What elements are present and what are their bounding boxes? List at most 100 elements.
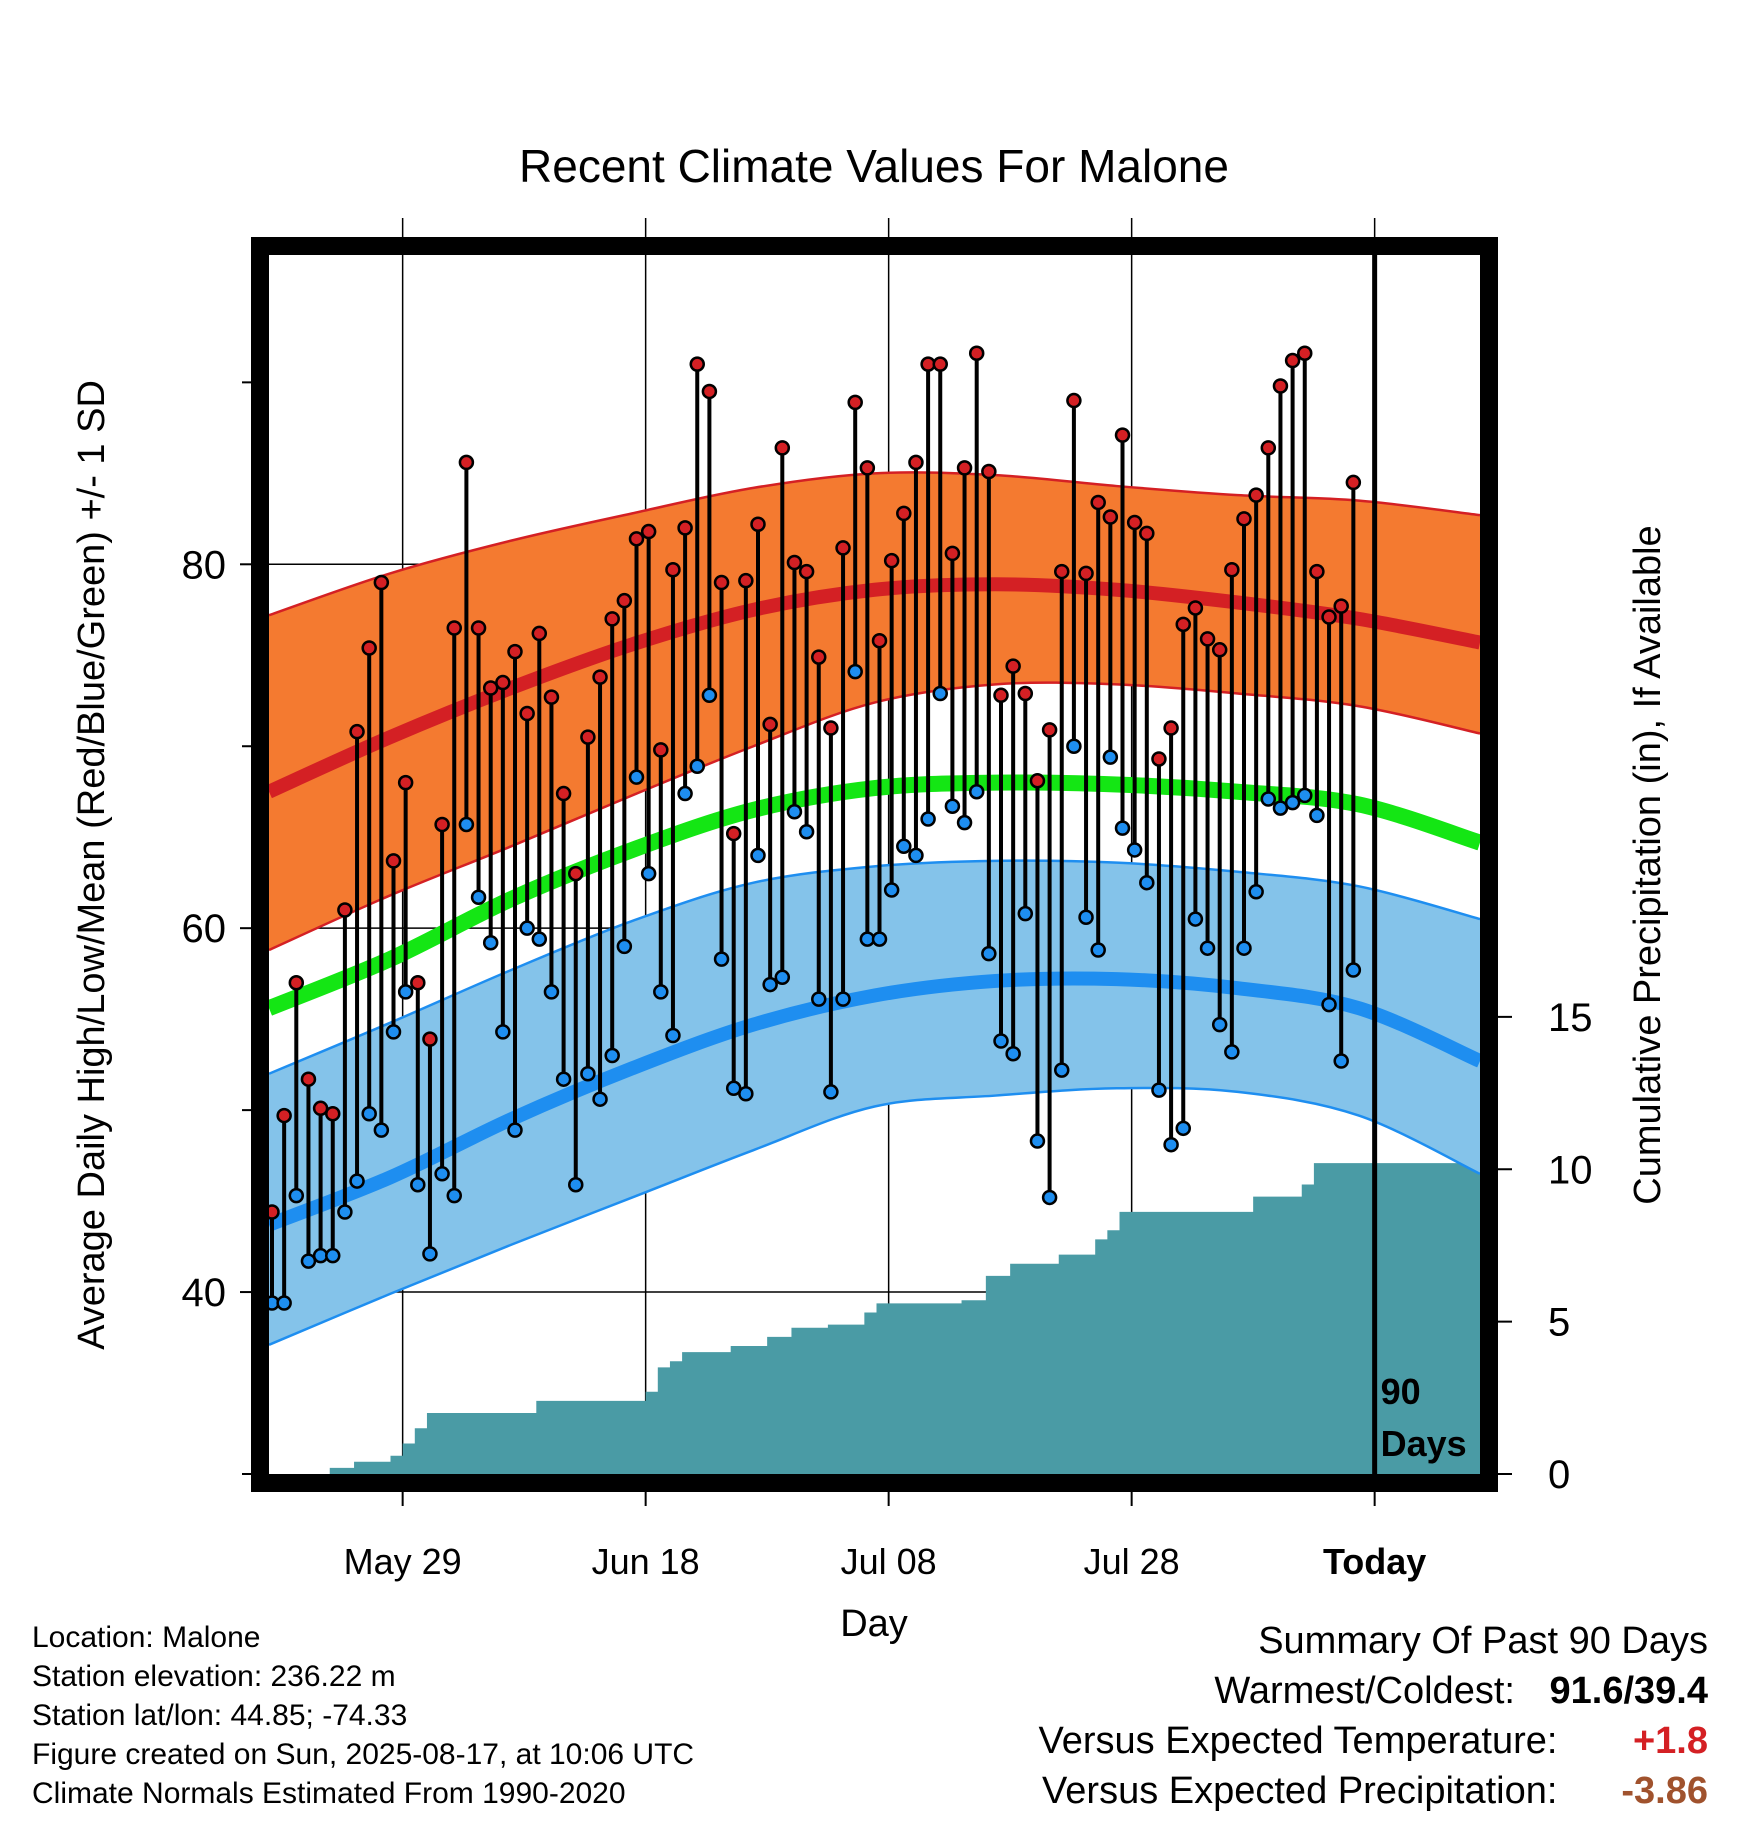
daily-high-point — [1260, 440, 1277, 456]
daily-low-point — [519, 920, 535, 936]
ninety-days-annotation-line2: Days — [1381, 1423, 1467, 1464]
daily-low-point — [1090, 942, 1106, 958]
daily-high-point — [653, 742, 669, 758]
daily-high-point — [762, 716, 778, 733]
daily-low-point — [410, 1176, 426, 1193]
daily-low-point — [665, 1027, 681, 1044]
info-normals: Climate Normals Estimated From 1990-2020 — [32, 1777, 626, 1810]
daily-low-point — [495, 1024, 511, 1040]
daily-high-point — [397, 774, 414, 791]
x-tick-label: Jul 28 — [1084, 1541, 1180, 1582]
daily-high-point — [300, 1071, 317, 1087]
summary-heading: Summary Of Past 90 Days — [1258, 1620, 1708, 1662]
daily-low-point — [993, 1033, 1009, 1049]
daily-low-point — [507, 1122, 523, 1138]
temp-anomaly-label: Versus Expected Temperature: — [1038, 1720, 1558, 1762]
plot-frame — [251, 237, 1498, 1492]
daily-high-point — [896, 505, 912, 522]
daily-low-point — [786, 803, 803, 820]
daily-low-point — [762, 976, 778, 993]
daily-high-point — [1284, 352, 1301, 369]
daily-low-point — [434, 1166, 450, 1182]
y-left-tick-label: 60 — [182, 907, 227, 951]
daily-high-point — [1066, 392, 1082, 409]
daily-high-point — [956, 460, 973, 476]
low-lower-edge — [268, 1086, 1481, 1346]
daily-low-point — [1066, 738, 1082, 754]
daily-low-point — [543, 984, 560, 1000]
daily-low-point — [653, 984, 669, 1000]
warm-cold-value: 91.6/39.4 — [1549, 1670, 1708, 1712]
daily-high-point — [604, 611, 620, 627]
daily-low-point — [896, 838, 912, 855]
daily-low-point — [1078, 909, 1094, 926]
daily-low-point — [1297, 787, 1313, 804]
daily-high-point — [592, 669, 608, 685]
daily-high-point — [1224, 562, 1240, 578]
daily-high-point — [859, 460, 876, 476]
daily-low-point — [1309, 807, 1325, 824]
daily-high-point — [1041, 722, 1058, 738]
info-latlon: Station lat/lon: 44.85; -74.33 — [32, 1699, 408, 1732]
daily-high-point — [1114, 427, 1131, 443]
daily-high-point — [932, 356, 948, 372]
daily-low-point — [1102, 749, 1119, 765]
daily-low-point — [1126, 842, 1143, 858]
daily-low-point — [1029, 1133, 1046, 1149]
axes: 40 60 80 0 5 10 15 May 29 Jun 18 Jul 08 Jul 28 Toda… — [182, 381, 1593, 1582]
daily-high-point — [482, 680, 499, 696]
daily-low-point — [1005, 1045, 1021, 1062]
daily-high-point — [1321, 609, 1337, 625]
precip-area-shape — [269, 1163, 1484, 1474]
x-axis-label: Day — [840, 1603, 908, 1645]
station-info: Location: Malone Station elevation: 236.… — [32, 1618, 694, 1813]
daily-high-point — [616, 592, 633, 609]
daily-low-point — [446, 1187, 462, 1204]
daily-low-point — [1248, 884, 1264, 900]
summary-panel: Summary Of Past 90 Days Warmest/Coldest:… — [708, 1616, 1708, 1816]
daily-low-point — [774, 969, 791, 986]
daily-low-point — [288, 1187, 305, 1204]
daily-high-point — [1017, 685, 1034, 702]
summary-precip: Versus Expected Precipitation: -3.86 — [708, 1766, 1708, 1816]
daily-high-point — [385, 853, 402, 869]
y-right-tick-label: 15 — [1548, 996, 1593, 1040]
daily-low-point — [1321, 996, 1337, 1013]
daily-low-point — [847, 663, 863, 680]
precip-anomaly-value: -3.86 — [1621, 1770, 1708, 1812]
daily-high-point — [1333, 598, 1349, 614]
daily-high-point — [750, 516, 766, 533]
low-upper-edge — [268, 859, 1481, 1075]
daily-low-point — [738, 1085, 754, 1102]
daily-high-point — [640, 523, 657, 540]
daily-low-point — [568, 1176, 584, 1193]
daily-low-point — [482, 934, 499, 951]
daily-low-point — [337, 1204, 353, 1220]
daily-low-point — [798, 824, 815, 840]
daily-low-point — [1151, 1082, 1167, 1098]
daily-low-point — [835, 991, 851, 1007]
info-elevation: Station elevation: 236.22 m — [32, 1660, 396, 1693]
daily-low-point — [981, 945, 997, 962]
daily-high-point — [835, 540, 851, 556]
daily-high-point — [1163, 720, 1179, 736]
daily-low-point — [1054, 1062, 1070, 1078]
y-right-axis-label: Cumulative Precipitation (in), If Availa… — [1627, 525, 1669, 1204]
daily-low-point — [1224, 1044, 1240, 1060]
temp-anomaly-value: +1.8 — [1632, 1720, 1708, 1762]
daily-high-point — [349, 723, 365, 740]
normal-low-line — [266, 971, 1483, 1232]
daily-high-point — [519, 705, 535, 722]
info-location: Location: Malone — [32, 1621, 261, 1654]
info-created: Figure created on Sun, 2025-08-17, at 10… — [32, 1738, 695, 1771]
daily-high-point — [823, 720, 839, 736]
daily-high-point — [871, 632, 888, 649]
y-right-tick-label: 0 — [1548, 1453, 1570, 1497]
x-tick-label: Jul 08 — [841, 1541, 937, 1582]
daily-low-point — [373, 1122, 390, 1138]
daily-low-point — [1041, 1189, 1058, 1206]
daily-low-point — [397, 984, 414, 1000]
chart-title: Recent Climate Values For Malone — [519, 140, 1229, 192]
daily-low-point — [750, 847, 766, 864]
daily-high-point — [981, 463, 997, 480]
